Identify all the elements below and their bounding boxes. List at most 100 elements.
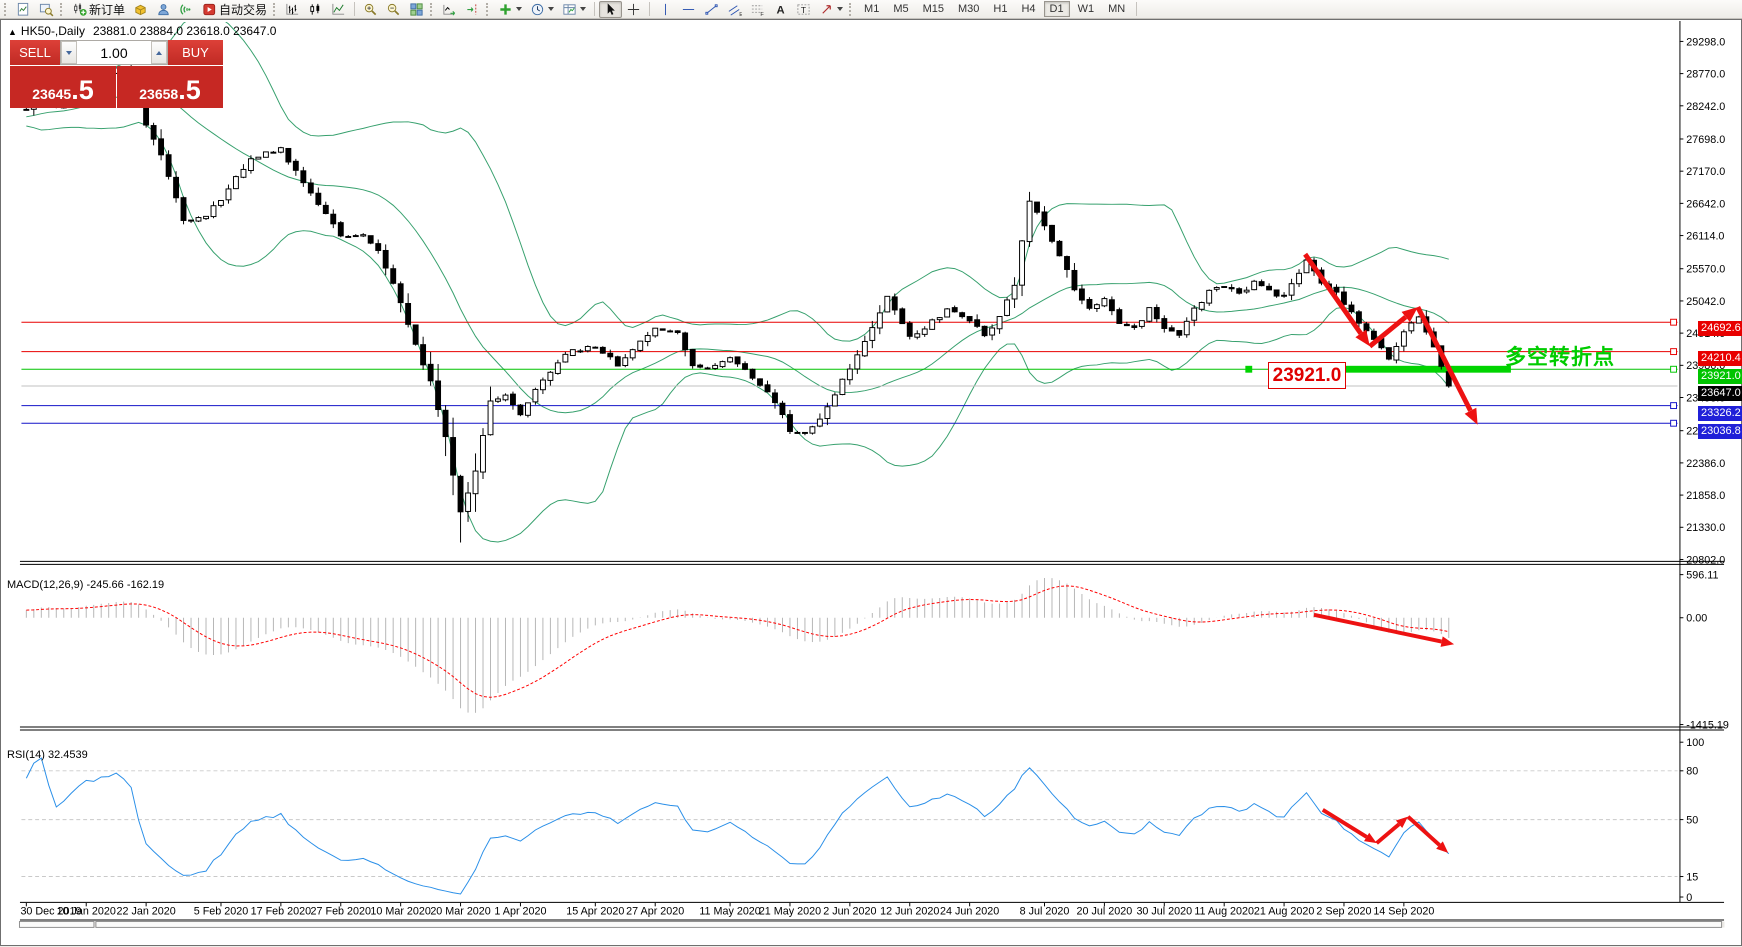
volume-decrease-button[interactable]: [61, 41, 77, 64]
svg-text:-1415.19: -1415.19: [1686, 719, 1729, 731]
svg-text:27 Apr 2020: 27 Apr 2020: [626, 906, 684, 918]
autotrading-button[interactable]: 自动交易: [198, 1, 271, 18]
trendline-tool-button[interactable]: [700, 1, 723, 18]
svg-text:28242.0: 28242.0: [1686, 101, 1725, 113]
svg-text:24 Jun 2020: 24 Jun 2020: [940, 906, 999, 918]
templates-button[interactable]: [558, 1, 590, 18]
bar-chart-type-button[interactable]: [281, 1, 304, 18]
buy-button[interactable]: BUY: [168, 40, 223, 65]
svg-text:2 Jun 2020: 2 Jun 2020: [823, 906, 876, 918]
svg-text:27698.0: 27698.0: [1686, 134, 1725, 146]
timeframe-m5[interactable]: M5: [893, 3, 909, 15]
trend-arrows[interactable]: [1303, 252, 1478, 853]
periods-button[interactable]: [526, 1, 558, 18]
community-button[interactable]: [152, 1, 175, 18]
line-anchor-square[interactable]: [1670, 402, 1678, 410]
svg-text:26642.0: 26642.0: [1686, 198, 1725, 210]
svg-text:11 Aug 2020: 11 Aug 2020: [1194, 906, 1254, 918]
rsi-line: [25, 757, 1450, 895]
vertical-line-tool-button[interactable]: [654, 1, 677, 18]
timeframe-d1[interactable]: D1: [1043, 1, 1070, 17]
chart-window: 29298.0 28770.0 28242.0 27698.0 27170.0 26642…: [0, 19, 1742, 946]
indicators-button[interactable]: [494, 1, 526, 18]
svg-text:80: 80: [1686, 766, 1698, 778]
equidistant-channel-icon: E: [728, 4, 742, 17]
candlestick-type-button[interactable]: [304, 1, 327, 18]
price-tag-23647.0: 23647.0: [1698, 386, 1742, 401]
auto-scroll-button[interactable]: [438, 1, 461, 18]
timeframe-w1[interactable]: W1: [1077, 3, 1095, 15]
channel-tool-button[interactable]: E: [723, 1, 746, 18]
buy-quote[interactable]: 23658.5: [117, 66, 223, 108]
line-anchor-square[interactable]: [1670, 365, 1678, 373]
line-anchor-square[interactable]: [1670, 419, 1678, 427]
chart-canvas[interactable]: 29298.0 28770.0 28242.0 27698.0 27170.0 26642…: [1, 20, 1742, 947]
timeframe-m1[interactable]: M1: [864, 3, 880, 15]
line-anchor-square[interactable]: [1670, 318, 1678, 326]
community-icon: [158, 3, 169, 15]
toolbar-grip: [60, 2, 64, 16]
indicators-plus-icon: [500, 3, 511, 15]
timeframe-m30[interactable]: M30: [958, 3, 980, 15]
toolbar-grip: [849, 2, 853, 16]
svg-text:21 May 2020: 21 May 2020: [759, 906, 821, 918]
volume-increase-button[interactable]: [151, 41, 167, 64]
new-chart-icon: [17, 2, 29, 16]
timeframe-group: M1 M5 M15 M30 H1 H4 D1 W1 MN: [857, 1, 1132, 17]
svg-text:A: A: [776, 4, 784, 16]
arrows-icon: [822, 4, 831, 14]
profiles-icon: [39, 3, 54, 16]
zoom-out-button[interactable]: [382, 1, 405, 18]
zoom-in-button[interactable]: [359, 1, 382, 18]
arrows-tool-button[interactable]: [815, 1, 847, 18]
timeframe-mn[interactable]: MN: [1108, 3, 1126, 15]
sell-button[interactable]: SELL: [10, 40, 60, 65]
crosshair-tool-button[interactable]: [622, 1, 645, 18]
collapse-panel-triangle[interactable]: ▲: [8, 27, 17, 37]
caret-up-icon: [156, 50, 162, 55]
sell-price-main: 23645: [32, 86, 72, 102]
svg-text:27170.0: 27170.0: [1686, 166, 1725, 178]
sell-quote[interactable]: 23645.5: [10, 66, 116, 108]
clock-icon: [531, 3, 544, 15]
signals-button[interactable]: [175, 1, 198, 18]
svg-text:0.00: 0.00: [1686, 613, 1707, 625]
svg-text:11 May 2020: 11 May 2020: [699, 906, 760, 918]
tile-windows-button[interactable]: [405, 1, 428, 18]
timeframe-m15[interactable]: M15: [922, 3, 944, 15]
rsi-label: RSI(14) 32.4539: [7, 749, 88, 761]
chart-shift-button[interactable]: [461, 1, 484, 18]
svg-text:8 Jul 2020: 8 Jul 2020: [1020, 906, 1070, 918]
volume-input[interactable]: 1.00: [100, 44, 128, 61]
label-tool-button[interactable]: T: [792, 1, 815, 18]
new-chart-button[interactable]: [12, 1, 35, 18]
signals-icon: [180, 3, 191, 15]
profiles-button[interactable]: [35, 1, 58, 18]
scrollbar-thumb[interactable]: [95, 921, 1723, 928]
pivot-annotation-text: 多空转折点: [1505, 346, 1615, 369]
pivot-thick-bar[interactable]: [1339, 365, 1511, 373]
new-order-button[interactable]: 新订单: [68, 1, 129, 18]
toolbar-grip: [486, 2, 490, 16]
line-anchor-square[interactable]: [1670, 348, 1678, 356]
timeframe-h4[interactable]: H4: [1021, 3, 1036, 15]
svg-text:22 Jan 2020: 22 Jan 2020: [116, 906, 175, 918]
marketplace-button[interactable]: [129, 1, 152, 18]
svg-text:30 Dec 2019: 30 Dec 2019: [20, 906, 81, 918]
dropdown-caret-icon: [580, 7, 587, 11]
text-tool-button[interactable]: A: [769, 1, 792, 18]
cursor-tool-button[interactable]: [599, 0, 623, 18]
horizontal-line-tool-button[interactable]: [677, 1, 700, 18]
pivot-price-callout[interactable]: 23921.0: [1268, 362, 1346, 389]
buy-price-main: 23658: [139, 86, 179, 102]
macd-signal-line: [26, 585, 1449, 698]
fibonacci-icon: F: [751, 4, 764, 17]
fibonacci-tool-button[interactable]: F: [746, 1, 769, 18]
svg-text:15: 15: [1686, 871, 1698, 883]
scrollbar-left-segment[interactable]: [18, 921, 95, 928]
timeframe-h1[interactable]: H1: [993, 3, 1008, 15]
pivot-bar-handle[interactable]: [1245, 365, 1253, 373]
candlestick-series: [23, 65, 1452, 543]
line-chart-type-button[interactable]: [327, 1, 350, 18]
